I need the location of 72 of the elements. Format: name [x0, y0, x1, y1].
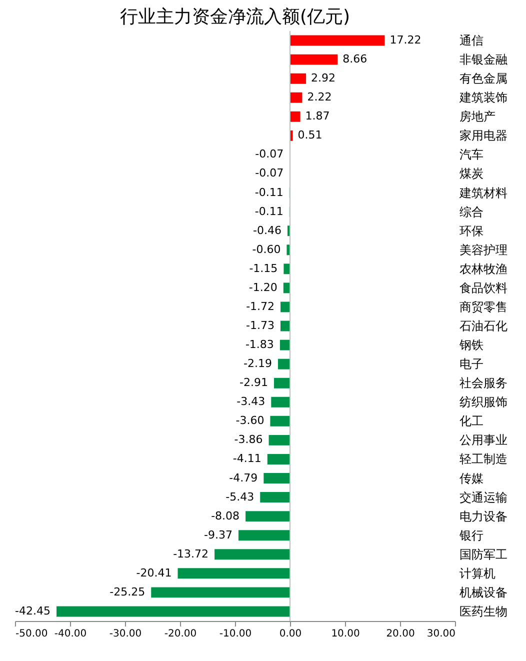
data-label: -0.11 — [254, 204, 284, 218]
y-tick-label: 房地产 — [460, 110, 496, 124]
y-tick-label: 食品饮料 — [460, 280, 508, 295]
y-tick-label: 电子 — [460, 357, 484, 372]
y-tick-label: 化工 — [460, 414, 484, 428]
data-label: -42.45 — [15, 604, 51, 618]
y-tick-label: 社会服务 — [460, 376, 508, 390]
y-tick-label: 非银金融 — [460, 52, 508, 67]
data-label: -0.11 — [254, 186, 284, 199]
y-tick-label: 机械设备 — [460, 585, 508, 600]
y-tick-label: 轻工制造 — [460, 452, 508, 466]
x-tick-label: 30.00 — [426, 628, 456, 640]
data-label: -0.07 — [255, 148, 284, 161]
y-tick-label: 汽车 — [460, 148, 484, 162]
x-tick-label: -20.00 — [164, 628, 197, 640]
x-tick-label: -50.00 — [16, 628, 48, 640]
y-tick-label: 商贸零售 — [460, 300, 508, 314]
y-tick-label: 综合 — [460, 204, 484, 219]
data-label: -1.72 — [246, 300, 275, 313]
data-label: 17.22 — [390, 34, 422, 47]
y-tick-label: 建筑装饰 — [458, 90, 508, 105]
x-tick-label: -10.00 — [219, 628, 252, 640]
data-label: -0.07 — [255, 166, 284, 180]
y-tick-label: 石油石化 — [460, 319, 508, 333]
data-label: 0.51 — [298, 128, 322, 142]
y-tick-label: 农林牧渔 — [460, 262, 508, 276]
y-tick-label: 银行 — [458, 528, 484, 542]
y-tick-label: 公用事业 — [460, 433, 508, 448]
data-label: -1.20 — [248, 280, 278, 294]
data-label: -4.79 — [229, 471, 258, 484]
data-label: -1.15 — [249, 262, 278, 275]
data-label: -25.25 — [110, 585, 146, 598]
data-label: -9.37 — [204, 528, 232, 542]
data-label: -20.41 — [136, 566, 172, 580]
y-tick-label: 纺织服饰 — [460, 395, 508, 410]
data-label: -0.60 — [252, 242, 281, 256]
data-label: -3.86 — [234, 433, 263, 446]
data-label: -1.73 — [246, 319, 274, 332]
y-tick-label: 交通运输 — [460, 490, 508, 504]
y-tick-label: 建筑材料 — [458, 186, 508, 200]
x-tick-label: 10.00 — [331, 628, 360, 640]
data-label: 2.22 — [307, 90, 332, 104]
data-label: -8.08 — [211, 509, 240, 522]
y-tick-label: 电力设备 — [460, 509, 508, 524]
data-label: 1.87 — [305, 110, 330, 123]
y-tick-label: 传媒 — [460, 471, 484, 486]
y-tick-label: 通信 — [460, 34, 484, 48]
data-label: -13.72 — [173, 547, 209, 560]
data-label: -3.60 — [236, 414, 264, 428]
data-label: -1.83 — [245, 338, 274, 352]
data-label: -4.11 — [232, 452, 262, 466]
y-tick-label: 医药生物 — [460, 604, 508, 618]
x-tick-label: 0.00 — [279, 628, 302, 640]
data-label: 8.66 — [342, 52, 368, 66]
y-tick-label: 国防军工 — [460, 547, 508, 562]
x-tick-label: 20.00 — [386, 628, 415, 640]
data-label: -2.91 — [240, 376, 268, 390]
data-label: -0.46 — [253, 224, 282, 237]
y-tick-label: 煤炭 — [460, 166, 484, 181]
y-tick-label: 计算机 — [460, 566, 496, 580]
y-tick-label: 有色金属 — [460, 72, 508, 86]
y-tick-label: 环保 — [460, 224, 484, 238]
y-tick-label: 美容护理 — [460, 242, 508, 257]
y-tick-label: 家用电器 — [460, 128, 508, 143]
x-tick-label: -40.00 — [54, 628, 87, 640]
y-tick-label: 钢铁 — [458, 338, 484, 352]
data-label: -5.43 — [226, 490, 254, 504]
x-tick-label: -30.00 — [109, 628, 142, 640]
data-label: 2.92 — [311, 72, 336, 85]
data-label: -3.43 — [236, 395, 266, 408]
chart-title: 行业主力资金净流入额(亿元) — [120, 6, 350, 28]
data-label: -2.19 — [243, 357, 272, 370]
